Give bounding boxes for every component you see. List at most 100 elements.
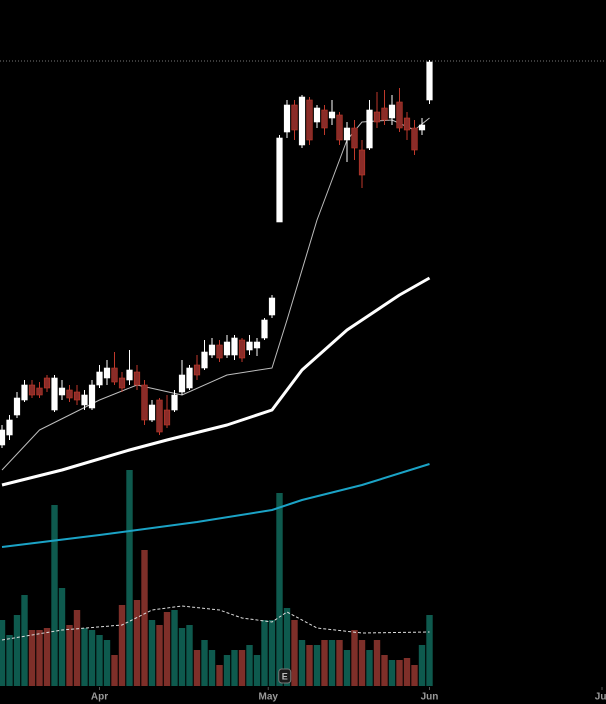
volume-average-line (1, 605, 430, 641)
volume-bar (336, 640, 343, 686)
candle-body (36, 387, 43, 396)
candle-body (13, 397, 21, 416)
volume-bar (208, 650, 216, 686)
volume-bar (21, 595, 28, 686)
candle-body (268, 297, 276, 316)
candle-body (388, 104, 396, 119)
candle-body (313, 107, 321, 123)
candle-body (366, 109, 373, 149)
candle-body (141, 384, 148, 421)
candle-body (81, 394, 88, 406)
candle-body (88, 384, 96, 409)
event-marker (278, 668, 292, 684)
volume-bar (216, 665, 223, 686)
volume-bar (81, 628, 88, 686)
candle-body (178, 374, 186, 393)
x-tick-label: Apr (91, 692, 108, 703)
volume-bar (201, 640, 208, 686)
volume-bar (396, 660, 403, 686)
volume-bar (246, 645, 253, 686)
candle-body (118, 377, 126, 389)
moving-average-line (1, 276, 431, 487)
candle-body (291, 104, 298, 131)
candle-body (306, 99, 313, 141)
volume-bar (306, 645, 313, 686)
volume-bar (381, 655, 388, 686)
candle-body (396, 101, 403, 129)
volume-bar (268, 620, 276, 686)
volume-bar (111, 655, 118, 686)
event-label: E (282, 671, 288, 681)
candle-body (0, 429, 6, 446)
candle-body (328, 111, 336, 119)
volume-bar (223, 655, 231, 686)
volume-bar (88, 630, 96, 686)
candle-body (403, 117, 411, 131)
volume-bar (36, 630, 43, 686)
moving-average-line (1, 117, 430, 471)
candle-body (148, 404, 156, 421)
candle-body (156, 399, 163, 433)
volume-bar (403, 658, 411, 686)
candle-body (111, 367, 118, 383)
volume-bar (411, 665, 418, 686)
volume-bar (328, 640, 336, 686)
candle-body (351, 127, 358, 149)
volume-bar (283, 608, 291, 686)
volume-bar (28, 630, 36, 686)
candle-body (73, 391, 81, 401)
candle-body (223, 341, 231, 356)
candle-body (43, 377, 51, 389)
candle-body (51, 377, 58, 411)
candle-body (66, 389, 73, 399)
volume-bar (103, 640, 111, 686)
volume-bar (133, 600, 141, 686)
candle-body (193, 364, 201, 376)
volume-bar (193, 650, 201, 686)
candle-body (133, 371, 141, 386)
volume-bar (0, 620, 6, 686)
volume-bar (118, 605, 126, 686)
candle-body (216, 344, 223, 359)
volume-bar (358, 640, 366, 686)
candle-body (58, 387, 66, 396)
volume-bar (58, 588, 66, 686)
volume-bar (73, 610, 81, 686)
volume-bar (66, 625, 73, 686)
candle-body (343, 127, 351, 141)
volume-bar (43, 628, 51, 686)
volume-bar (126, 470, 133, 686)
candle-body (96, 371, 103, 386)
volume-bar (6, 635, 13, 686)
volume-bar (178, 628, 186, 686)
volume-bar (291, 620, 298, 686)
candle-body (426, 61, 433, 101)
volume-bar (231, 650, 238, 686)
volume-bar (426, 615, 433, 686)
x-tick-label: May (259, 692, 279, 703)
volume-bar (366, 650, 373, 686)
candle-body (171, 394, 178, 411)
candle-body (373, 111, 381, 123)
volume-bar (388, 660, 396, 686)
volume-bar (253, 655, 261, 686)
volume-bar (343, 650, 351, 686)
candle-body (186, 367, 193, 389)
candle-body (21, 384, 28, 401)
moving-average-line (1, 463, 430, 548)
volume-bar (351, 630, 358, 686)
candle-body (298, 96, 306, 146)
candle-body (418, 124, 426, 131)
candle-body (238, 339, 246, 359)
volume-bar (13, 615, 21, 686)
volume-bar (321, 640, 328, 686)
volume-bar (163, 612, 171, 686)
candle-body (321, 109, 328, 129)
candle-body (411, 127, 418, 151)
candle-body (253, 341, 261, 349)
candle-body (276, 137, 283, 223)
candle-body (103, 367, 111, 379)
volume-bar (186, 625, 193, 686)
